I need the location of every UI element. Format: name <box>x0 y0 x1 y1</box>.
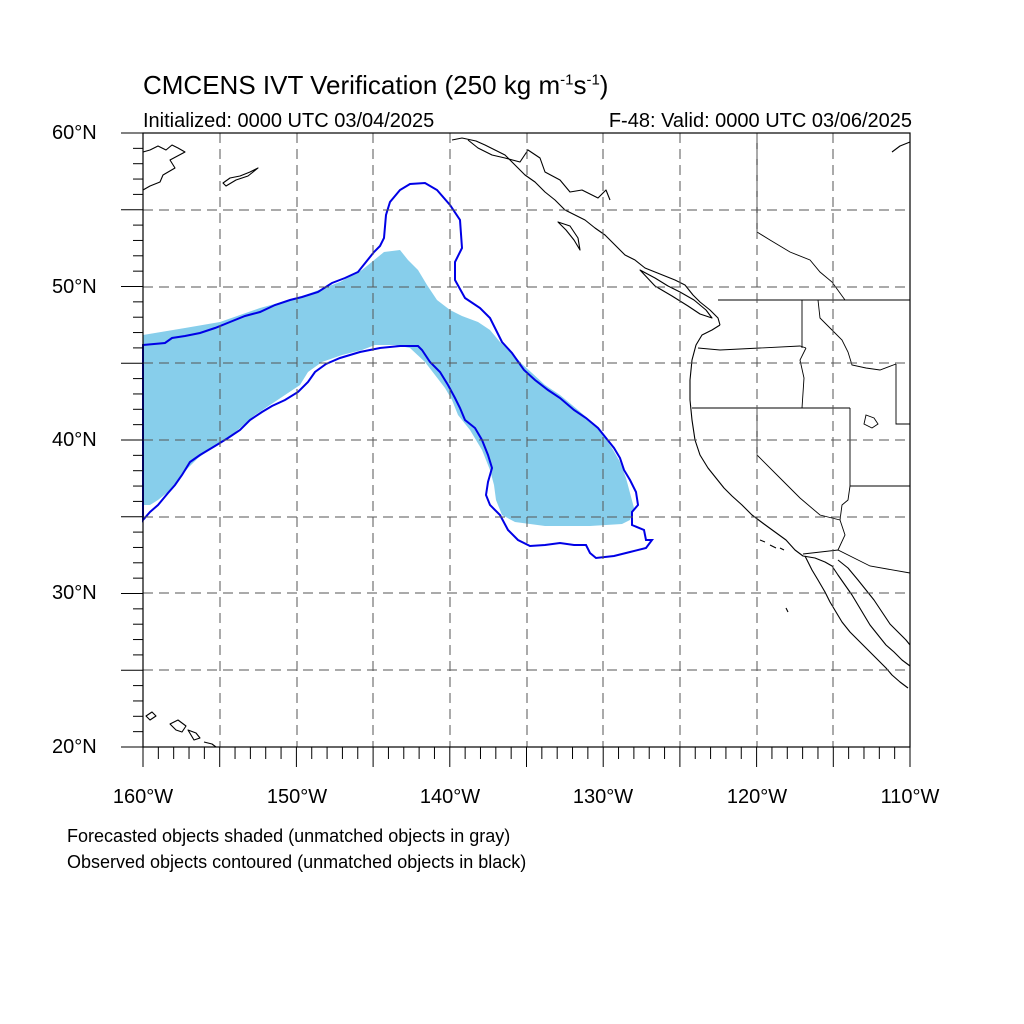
title-sup-2: -1 <box>586 71 600 89</box>
lon-label-110: 110°W <box>880 786 940 808</box>
coastline-west-us <box>689 324 833 567</box>
coastline-hudson-bay-edge <box>891 141 911 153</box>
lon-label-150: 150°W <box>266 786 328 808</box>
coastline-guadalupe-island <box>785 607 789 613</box>
lat-label-20: 20°N <box>52 736 97 758</box>
title-sup-1: -1 <box>560 71 574 89</box>
border-wa-or <box>697 345 807 351</box>
lat-label-60: 60°N <box>52 122 97 144</box>
title-prefix: CMCENS IVT Verification (250 kg m <box>143 70 561 100</box>
coastline-alaska-panhandle <box>451 137 721 326</box>
lat-label-30: 30°N <box>52 582 97 604</box>
coastline-alaska-panhandle-inner <box>467 139 611 201</box>
coastline-haida-gwaii <box>557 221 581 251</box>
observed-object-contour <box>142 181 654 560</box>
chart-title: CMCENS IVT Verification (250 kg m-1s-1) <box>143 70 608 101</box>
coastline-gulf-of-california <box>831 565 911 667</box>
coastline-alaska-west-islands <box>222 167 259 187</box>
shape-great-salt-lake <box>863 414 879 429</box>
coastline-mexico-mainland <box>837 559 911 646</box>
coastline-hawaii-2 <box>169 719 187 733</box>
lat-label-50: 50°N <box>52 276 97 298</box>
lon-label-130: 130°W <box>572 786 634 808</box>
political-borders <box>692 133 911 574</box>
note-forecast: Forecasted objects shaded (unmatched obj… <box>67 826 511 846</box>
coastlines <box>142 137 911 748</box>
forecast-object <box>143 250 634 526</box>
coastline-channel-islands <box>759 539 785 551</box>
coastline-hawaii-4 <box>203 741 217 748</box>
border-nv-az <box>839 485 851 521</box>
border-ca-nv <box>756 408 841 521</box>
lon-label-120: 120°W <box>726 786 788 808</box>
title-suffix: ) <box>599 70 609 100</box>
border-bc-alberta <box>756 133 846 301</box>
lat-label-40: 40°N <box>52 429 97 451</box>
title-mid: s <box>573 70 587 100</box>
coastline-hawaii-3 <box>187 729 201 741</box>
coastline-alaska-southwest <box>142 144 186 191</box>
lon-label-140: 140°W <box>419 786 481 808</box>
tick-marks <box>121 132 911 767</box>
border-or-id <box>799 347 807 409</box>
coastline-vancouver-island <box>639 269 713 319</box>
border-ca-az <box>837 519 846 551</box>
lon-label-160: 160°W <box>112 786 174 808</box>
border-id-wy <box>895 364 910 425</box>
note-observed: Observed objects contoured (unmatched ob… <box>67 852 527 872</box>
border-us-mexico <box>802 549 911 574</box>
graticule <box>143 133 910 747</box>
coastline-hawaii-1 <box>145 711 157 721</box>
initialized-label: Initialized: 0000 UTC 03/04/2025 <box>143 110 435 132</box>
border-id-mt <box>817 299 897 371</box>
coastline-baja-california <box>804 555 909 689</box>
valid-time-label: F-48: Valid: 0000 UTC 03/06/2025 <box>608 110 912 132</box>
